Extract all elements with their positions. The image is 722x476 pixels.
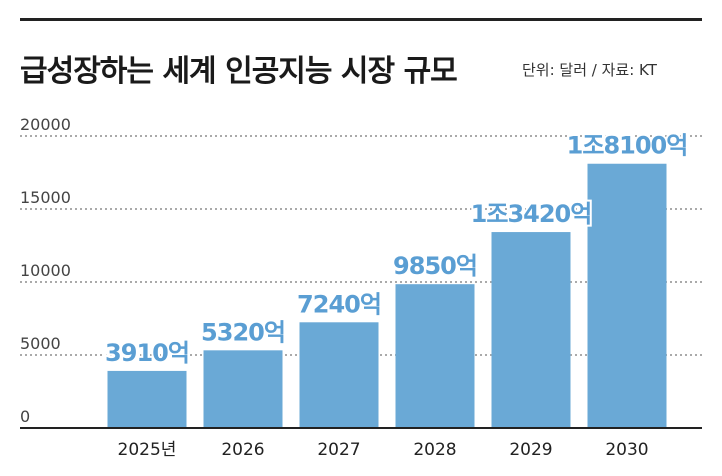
bars bbox=[107, 163, 667, 429]
bar bbox=[299, 322, 379, 428]
top-rule bbox=[20, 18, 702, 21]
y-tick-label: 20000 bbox=[20, 115, 71, 134]
data-label: 5320억 bbox=[201, 318, 285, 346]
y-axis: 0 5000 10000 15000 20000 bbox=[20, 115, 71, 426]
data-label: 3910억 bbox=[105, 339, 189, 367]
bar bbox=[203, 350, 283, 428]
bar bbox=[395, 284, 475, 428]
x-tick-label: 2030 bbox=[605, 440, 648, 460]
data-label: 9850억 bbox=[393, 252, 477, 280]
chart-subtitle: 단위: 달러 / 자료: KT bbox=[522, 61, 657, 79]
bar bbox=[491, 232, 571, 428]
y-tick-label: 15000 bbox=[20, 188, 71, 207]
x-tick-label: 2025년 bbox=[118, 440, 177, 460]
data-labels: 3910억 5320억 7240억 9850억 1조3420억 1조8100억 bbox=[103, 130, 690, 369]
data-label: 1조8100억 bbox=[567, 132, 688, 160]
x-tick-label: 2027 bbox=[317, 440, 360, 460]
x-tick-label: 2029 bbox=[509, 440, 552, 460]
x-axis: 2025년 2026 2027 2028 2029 2030 bbox=[20, 427, 702, 460]
x-tick-label: 2028 bbox=[413, 440, 456, 460]
data-label: 7240억 bbox=[297, 290, 381, 318]
chart-title: 급성장하는 세계 인공지능 시장 규모 bbox=[20, 54, 458, 89]
bar bbox=[107, 370, 187, 428]
y-tick-label: 10000 bbox=[20, 261, 71, 280]
x-tick-label: 2026 bbox=[221, 440, 264, 460]
y-tick-label: 0 bbox=[20, 407, 30, 426]
bar bbox=[587, 163, 667, 429]
data-label: 1조3420억 bbox=[471, 200, 592, 228]
y-tick-label: 5000 bbox=[20, 334, 61, 353]
